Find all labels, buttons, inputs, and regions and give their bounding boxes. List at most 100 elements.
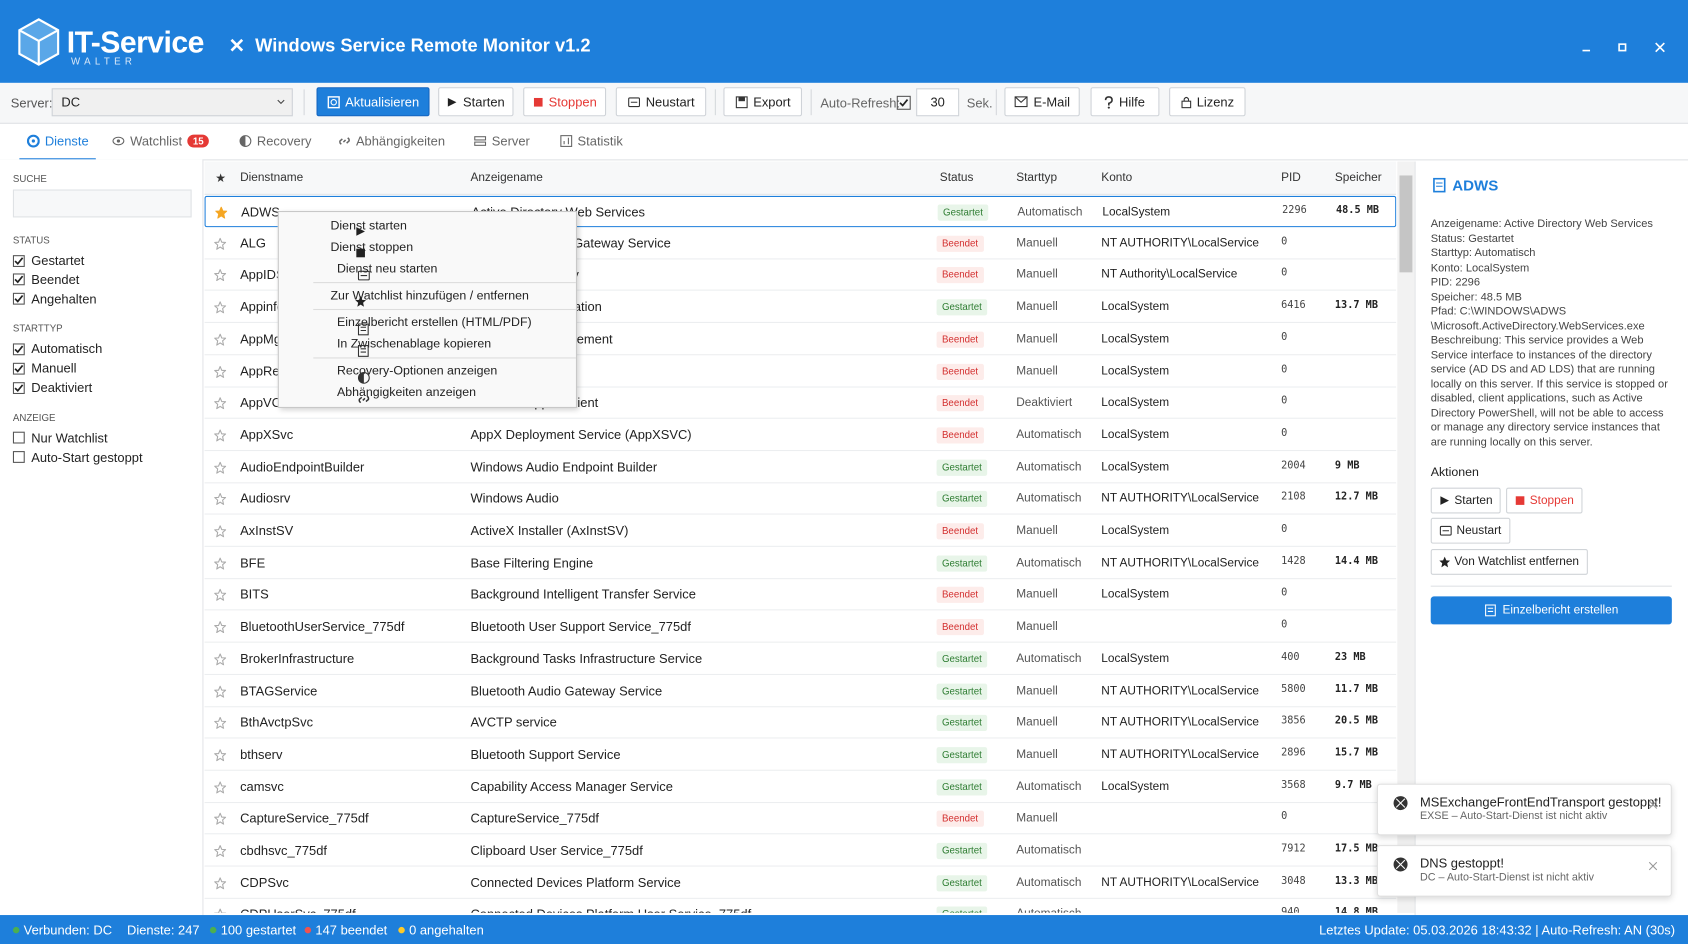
watch-star[interactable] [214,557,226,572]
action-button[interactable]: Von Watchlist entfernen [1431,549,1588,575]
watch-star[interactable] [214,877,226,892]
toolbar-button[interactable]: Hilfe [1091,87,1160,116]
service-name: ADWS [241,197,280,228]
tab[interactable]: Statistik [561,123,621,159]
table-row[interactable]: cbdhsvc_775dfClipboard User Service_775d… [205,835,1397,866]
toolbar-button[interactable]: Lizenz [1169,87,1245,116]
column-header[interactable]: Anzeigename [470,171,542,184]
menu-item[interactable]: Dienst starten [279,215,576,237]
checkbox[interactable] [13,382,25,394]
checkbox[interactable] [13,362,25,374]
menu-item[interactable]: Abhängigkeiten anzeigen [279,382,576,404]
details-name: ADWS [1452,177,1498,194]
menu-item[interactable]: Zur Watchlist hinzufügen / entfernen [279,285,576,307]
toolbar-button[interactable]: Export [723,87,802,116]
checkbox[interactable] [13,343,25,355]
watch-star[interactable] [214,334,226,349]
watch-star[interactable] [214,238,226,253]
checkbox-option[interactable]: Gestartet [13,253,84,268]
table-row[interactable]: BrokerInfrastructureBackground Tasks Inf… [205,644,1397,675]
toolbar-button[interactable]: Starten [438,87,513,116]
watch-star[interactable] [214,621,226,636]
toolbar-button[interactable]: Stoppen [523,87,606,116]
toolbar-button[interactable]: Neustart [616,87,706,116]
watch-star[interactable] [214,270,226,285]
table-row[interactable]: BTAGServiceBluetooth Audio Gateway Servi… [205,676,1397,707]
table-row[interactable]: BITSBackground Intelligent Transfer Serv… [205,580,1397,611]
checkbox-option[interactable]: Angehalten [13,291,97,306]
menu-item[interactable]: Recovery-Optionen anzeigen [279,361,576,383]
tab[interactable]: Server [475,123,529,159]
toolbar-button[interactable]: Aktualisieren [316,87,429,116]
table-row[interactable]: camsvcCapability Access Manager ServiceG… [205,771,1397,802]
checkbox[interactable] [13,293,25,305]
tab[interactable]: Recovery [242,123,308,159]
checkbox[interactable] [13,432,25,444]
checkbox-option[interactable]: Auto-Start gestoppt [13,450,143,465]
watch-star[interactable] [214,429,226,444]
table-row[interactable]: bthservBluetooth Support ServiceGestarte… [205,739,1397,770]
watch-star[interactable] [214,845,226,860]
table-row[interactable]: AppXSvcAppX Deployment Service (AppXSVC)… [205,420,1397,451]
watch-star[interactable] [214,365,226,380]
interval-input[interactable]: 30 [916,88,959,116]
watch-star[interactable] [214,302,226,317]
toolbar-button[interactable]: E-Mail [1004,87,1079,116]
column-header[interactable]: Dienstname [240,171,303,184]
tab[interactable]: Watchlist15 [113,123,208,159]
checkbox-option[interactable]: Deaktiviert [13,380,92,395]
watch-star[interactable] [214,749,226,764]
table-row[interactable]: BFEBase Filtering EngineGestartetAutomat… [205,548,1397,579]
table-row[interactable]: BthAvctpSvcAVCTP serviceGestartetManuell… [205,707,1397,738]
watch-star[interactable] [214,717,226,732]
watch-star[interactable] [214,589,226,604]
checkbox-option[interactable]: Manuell [13,361,77,376]
table-row[interactable]: AudioEndpointBuilderWindows Audio Endpoi… [205,452,1397,483]
auto-refresh-checkbox[interactable] [897,96,911,110]
checkbox-option[interactable]: Beendet [13,272,79,287]
table-row[interactable]: CDPSvcConnected Devices Platform Service… [205,867,1397,898]
notification[interactable]: MSExchangeFrontEndTransport gestoppt!EXS… [1377,784,1672,836]
watch-star[interactable] [214,525,226,540]
server-select[interactable]: DC [52,88,293,116]
tab[interactable]: Dienste [19,123,95,161]
action-button[interactable]: Stoppen [1506,488,1582,514]
window-controls[interactable] [1578,39,1675,56]
column-header[interactable]: ★ [215,171,226,185]
watch-star[interactable] [215,207,227,222]
menu-item[interactable]: In Zwischenablage kopieren [279,334,576,356]
column-header[interactable]: Starttyp [1016,171,1057,184]
column-header[interactable]: Status [940,171,974,184]
watch-star[interactable] [214,461,226,476]
menu-item[interactable]: Dienst stoppen [279,237,576,259]
table-row[interactable]: CaptureService_775dfCaptureService_775df… [205,803,1397,834]
menu-item[interactable]: Dienst neu starten [279,258,576,280]
watch-star[interactable] [214,493,226,508]
column-header[interactable]: Speicher [1335,171,1382,184]
action-button[interactable]: Neustart [1431,518,1510,544]
search-input[interactable] [13,189,192,217]
watch-star[interactable] [214,813,226,828]
watch-star[interactable] [214,781,226,796]
checkbox-option[interactable]: Nur Watchlist [13,430,108,445]
scrollbar-thumb[interactable] [1399,175,1412,272]
watch-star[interactable] [214,653,226,668]
column-header[interactable]: Konto [1101,171,1132,184]
table-row[interactable]: AxInstSVActiveX Installer (AxInstSV)Been… [205,516,1397,547]
notification[interactable]: DNS gestoppt!DC – Auto-Start-Dienst ist … [1377,845,1672,897]
watch-star[interactable] [214,685,226,700]
checkbox[interactable] [13,255,25,267]
checkbox-option[interactable]: Automatisch [13,342,102,357]
watch-star[interactable] [214,909,226,913]
action-button[interactable]: Starten [1431,488,1501,514]
tab[interactable]: Abhängigkeiten [340,123,442,159]
column-header[interactable]: PID [1281,171,1301,184]
menu-item[interactable]: Einzelbericht erstellen (HTML/PDF) [279,312,576,334]
table-row[interactable]: AudiosrvWindows AudioGestartetAutomatisc… [205,484,1397,515]
checkbox[interactable] [13,274,25,286]
report-button[interactable]: Einzelbericht erstellen [1431,596,1672,624]
checkbox[interactable] [13,451,25,463]
table-row[interactable]: BluetoothUserService_775dfBluetooth User… [205,612,1397,643]
watch-star[interactable] [214,397,226,412]
table-row[interactable]: CDPUserSvc_775dfConnected Devices Platfo… [205,899,1397,913]
